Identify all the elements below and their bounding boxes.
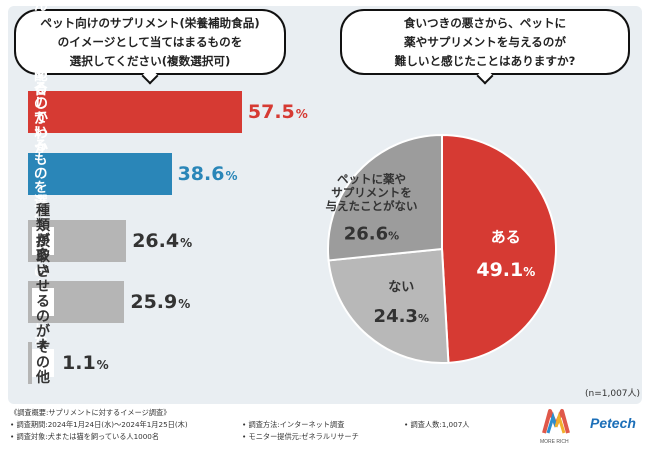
bar-value-label: 38.6%: [177, 163, 238, 185]
footer-method: • 調査方法:インターネット調査: [242, 420, 345, 429]
more-rich-caption: MORE RICH: [540, 439, 569, 445]
left-question-text: ペット向けのサプリメント(栄養補助食品) のイメージとして当てはまるものを 選択…: [40, 15, 260, 68]
bar-category-label: どんな成分を配合 しているものを選べば よいのかわからない: [34, 0, 48, 363]
bar: [28, 342, 33, 384]
more-rich-logo: [542, 409, 570, 434]
bar-category-label: その他: [32, 340, 54, 385]
right-question-text: 食いつきの悪さから、ペットに 薬やサプリメントを与えるのが 難しいと感じたことは…: [394, 15, 576, 68]
bar-value-label: 26.4%: [132, 230, 193, 252]
bar: [28, 91, 242, 133]
bar: [28, 153, 172, 195]
footer-period: • 調査期間:2024年1月24日(水)〜2024年1月25日(木): [10, 420, 188, 429]
footer-respondents: • 調査人数:1,007人: [404, 420, 470, 429]
footer-target: • 調査対象:犬または猫を飼っている人1000名: [10, 432, 160, 441]
petech-logo: Petech: [590, 415, 636, 431]
bar-value-label: 25.9%: [130, 291, 191, 313]
bar-category-label: 摂取させるのが大変: [32, 234, 54, 369]
right-question-bubble: 食いつきの悪さから、ペットに 薬やサプリメントを与えるのが 難しいと感じたことは…: [340, 9, 630, 85]
left-question-bubble: ペット向けのサプリメント(栄養補助食品) のイメージとして当てはまるものを 選択…: [14, 9, 286, 85]
sample-size-label: (n=1,007人): [585, 389, 641, 399]
bar-value-label: 57.5%: [247, 101, 308, 123]
footer-provider: • モニター提供元:ゼネラルリサーチ: [242, 432, 359, 441]
footer-summary: 《調査概要:サプリメントに対するイメージ調査》: [10, 408, 171, 417]
bar-value-label: 1.1%: [62, 352, 109, 374]
